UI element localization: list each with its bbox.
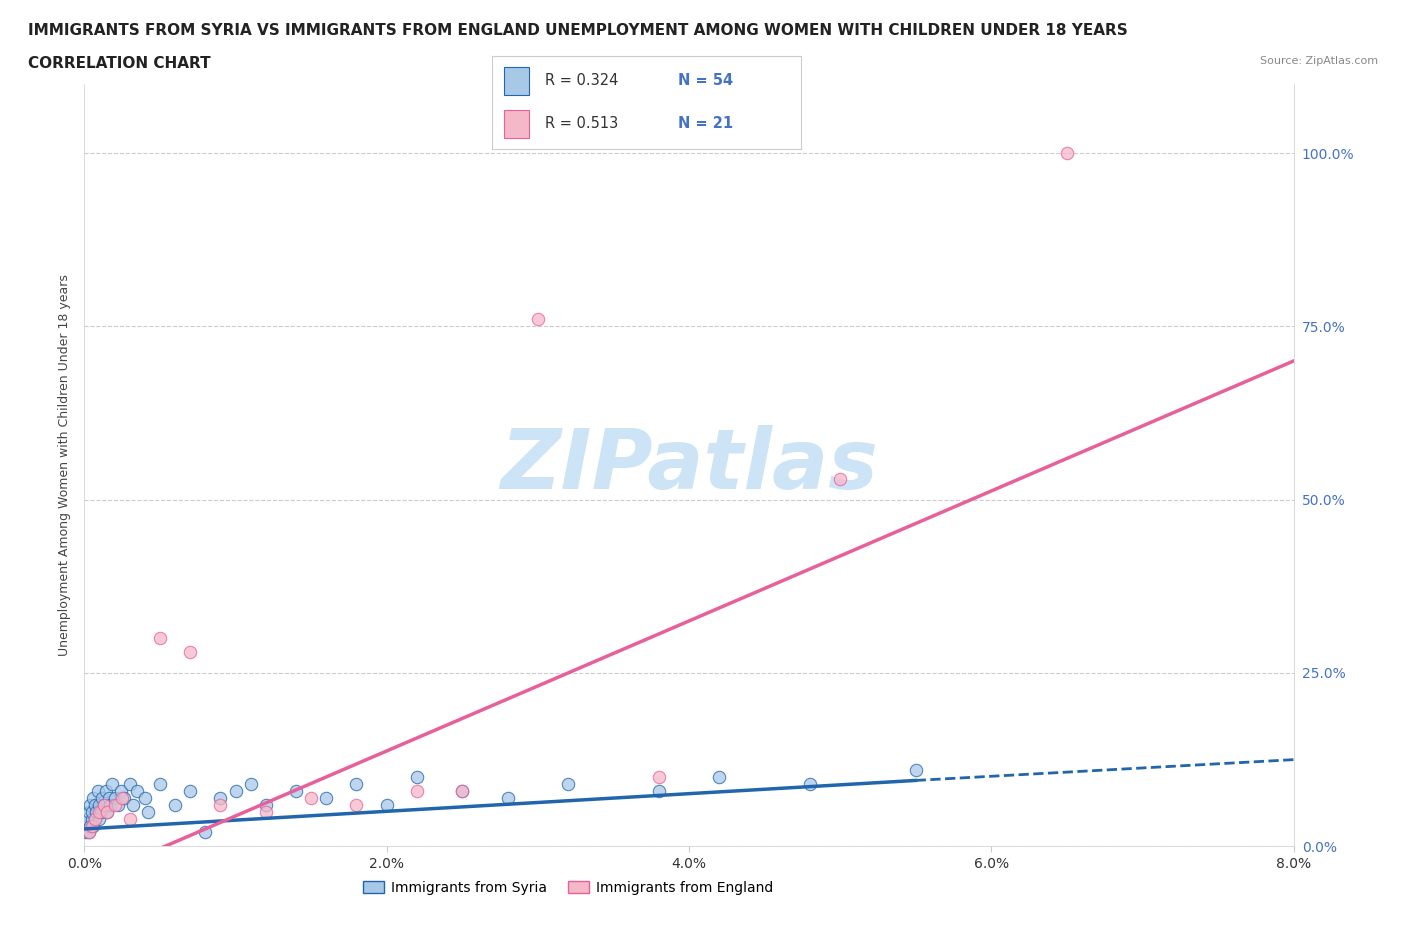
- Point: [84, 811, 107, 826]
- Point: [315, 790, 337, 805]
- Text: N = 21: N = 21: [678, 116, 733, 131]
- Point: [104, 797, 127, 812]
- Point: [209, 790, 232, 805]
- Point: [87, 783, 110, 798]
- Text: IMMIGRANTS FROM SYRIA VS IMMIGRANTS FROM ENGLAND UNEMPLOYMENT AMONG WOMEN WITH C: IMMIGRANTS FROM SYRIA VS IMMIGRANTS FROM…: [28, 23, 1128, 38]
- Point: [127, 783, 149, 798]
- Point: [97, 790, 120, 805]
- Point: [100, 777, 122, 791]
- Point: [94, 783, 117, 798]
- Point: [80, 811, 103, 826]
- FancyBboxPatch shape: [505, 67, 529, 95]
- Point: [1056, 146, 1078, 161]
- Text: ZIPatlas: ZIPatlas: [501, 424, 877, 506]
- Point: [648, 769, 671, 784]
- Point: [89, 811, 111, 826]
- Point: [84, 811, 107, 826]
- Point: [104, 790, 127, 805]
- Point: [299, 790, 322, 805]
- Point: [76, 811, 98, 826]
- Point: [80, 804, 103, 819]
- Text: CORRELATION CHART: CORRELATION CHART: [28, 56, 211, 71]
- Point: [709, 769, 731, 784]
- Point: [194, 825, 217, 840]
- Point: [648, 783, 671, 798]
- Point: [134, 790, 156, 805]
- Point: [76, 818, 98, 833]
- Point: [799, 777, 821, 791]
- Point: [149, 777, 172, 791]
- Point: [209, 797, 232, 812]
- Point: [179, 783, 201, 798]
- Text: R = 0.324: R = 0.324: [544, 73, 619, 88]
- Point: [86, 804, 108, 819]
- Point: [79, 818, 101, 833]
- Point: [346, 797, 368, 812]
- FancyBboxPatch shape: [505, 110, 529, 138]
- Point: [346, 777, 368, 791]
- Y-axis label: Unemployment Among Women with Children Under 18 years: Unemployment Among Women with Children U…: [58, 274, 72, 656]
- Point: [91, 790, 114, 805]
- Point: [225, 783, 247, 798]
- Point: [254, 797, 277, 812]
- Point: [107, 797, 129, 812]
- Point: [112, 790, 135, 805]
- Point: [89, 804, 111, 819]
- Point: [96, 804, 118, 819]
- Point: [557, 777, 579, 791]
- Point: [239, 777, 262, 791]
- Point: [82, 790, 104, 805]
- Legend: Immigrants from Syria, Immigrants from England: Immigrants from Syria, Immigrants from E…: [357, 875, 779, 900]
- Point: [406, 783, 429, 798]
- Point: [77, 804, 100, 819]
- Point: [82, 818, 104, 833]
- Point: [77, 825, 100, 840]
- Point: [89, 797, 111, 812]
- Text: N = 54: N = 54: [678, 73, 733, 88]
- Point: [77, 825, 100, 840]
- Point: [79, 797, 101, 812]
- Point: [75, 825, 97, 840]
- Point: [110, 783, 132, 798]
- Point: [254, 804, 277, 819]
- Point: [121, 797, 143, 812]
- Point: [451, 783, 474, 798]
- Point: [84, 797, 107, 812]
- Point: [80, 818, 103, 833]
- Point: [118, 777, 141, 791]
- Point: [118, 811, 141, 826]
- Point: [179, 644, 201, 659]
- Point: [904, 763, 927, 777]
- Point: [165, 797, 187, 812]
- Point: [149, 631, 172, 645]
- Point: [496, 790, 519, 805]
- Point: [93, 797, 115, 812]
- Point: [406, 769, 429, 784]
- Text: Source: ZipAtlas.com: Source: ZipAtlas.com: [1260, 56, 1378, 66]
- Point: [136, 804, 159, 819]
- Point: [451, 783, 474, 798]
- Text: R = 0.513: R = 0.513: [544, 116, 617, 131]
- Point: [375, 797, 398, 812]
- Point: [98, 797, 121, 812]
- Point: [111, 790, 134, 805]
- Point: [830, 472, 852, 486]
- Point: [90, 804, 112, 819]
- Point: [527, 312, 550, 326]
- Point: [285, 783, 308, 798]
- Point: [93, 797, 115, 812]
- Point: [96, 804, 118, 819]
